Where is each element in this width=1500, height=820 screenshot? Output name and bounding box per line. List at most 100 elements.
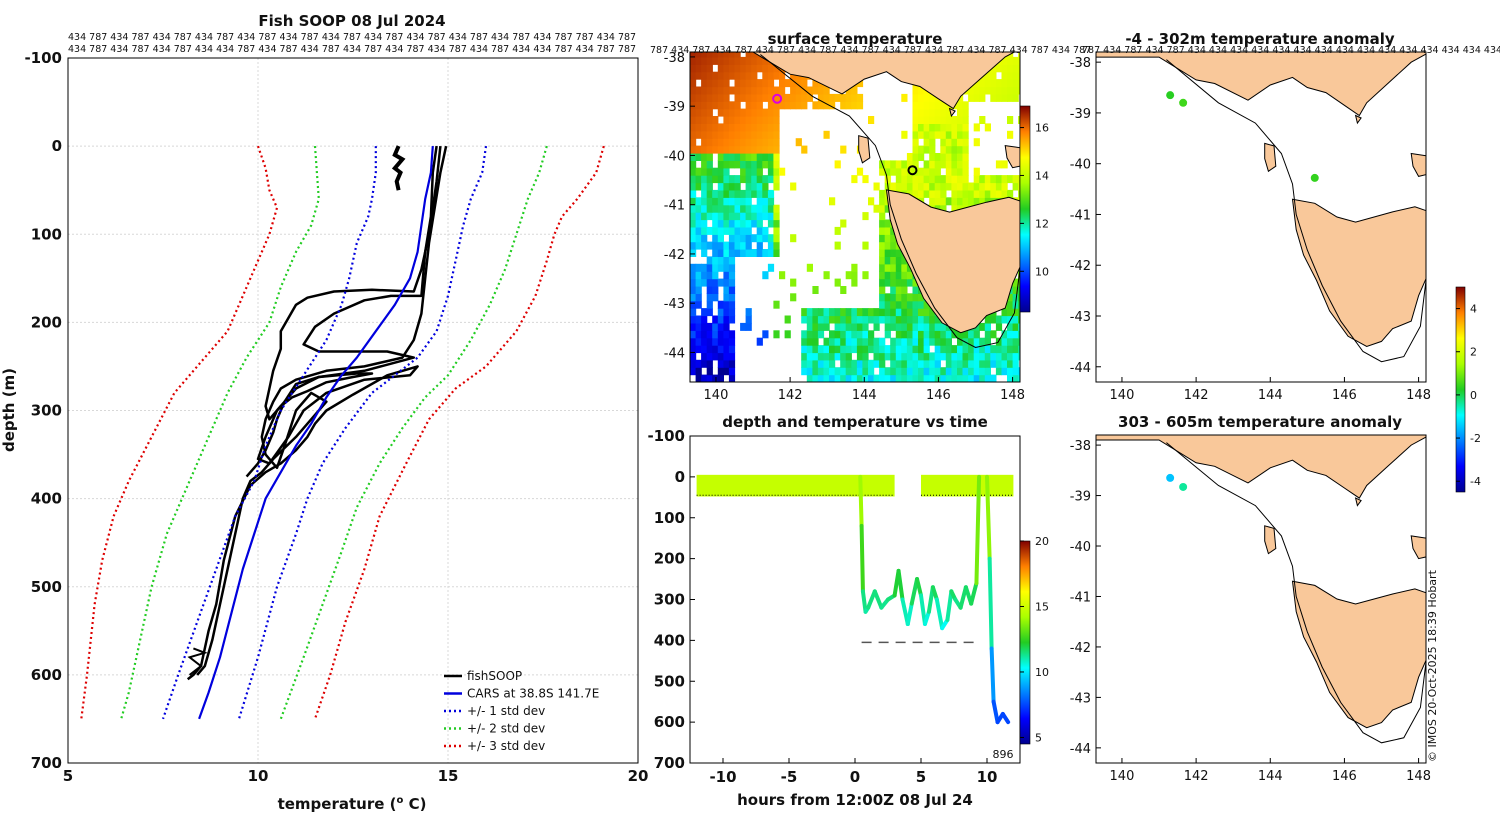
sst-cell — [701, 130, 708, 139]
sst-cell — [934, 108, 941, 117]
sst-cell — [845, 308, 852, 317]
a1-points — [1166, 91, 1319, 182]
sst-cell — [706, 308, 713, 317]
sst-cell — [918, 130, 925, 139]
sst-cell — [856, 352, 864, 361]
sst-cell — [934, 352, 941, 361]
sst-cell — [717, 352, 724, 361]
sst-cell — [1018, 79, 1020, 88]
sst-cell — [695, 271, 702, 280]
sst-cb-tick-label: 12 — [1035, 217, 1049, 230]
sst-cell — [879, 278, 886, 287]
ts-y-tick-label: 600 — [654, 713, 685, 731]
sst-cell — [929, 367, 936, 376]
sst-cell — [773, 167, 780, 176]
sst-cell — [906, 345, 914, 354]
sst-id-row: 787 434 787 434 787 434 787 434 787 434 … — [650, 45, 1091, 56]
sst-cell — [806, 93, 813, 102]
sst-cell — [901, 182, 908, 191]
sst-cell — [801, 93, 808, 102]
sst-cell — [912, 278, 919, 287]
sst-cell — [929, 189, 936, 198]
sst-cell — [895, 308, 902, 317]
sst-cell — [1018, 315, 1020, 324]
sst-cell — [728, 345, 736, 354]
ts-trace-segment — [915, 577, 923, 598]
sst-cell — [734, 153, 741, 161]
a1-land — [1096, 52, 1426, 363]
sst-cell — [773, 219, 780, 228]
sst-cell — [973, 138, 980, 147]
sst-cell — [951, 167, 958, 176]
sst-cell — [723, 322, 730, 331]
sst-cell — [723, 263, 730, 272]
sst-cell — [918, 315, 925, 324]
sst-cell — [695, 300, 702, 309]
mainland — [690, 52, 1016, 110]
ts-trace-segment — [872, 589, 884, 610]
sst-cell — [779, 271, 786, 280]
sst-cell — [951, 153, 958, 161]
sst-cell — [957, 108, 964, 117]
sst-cell — [890, 322, 897, 331]
sst-cell — [901, 352, 908, 361]
sst-cell — [767, 153, 775, 161]
sst-cell — [712, 352, 719, 361]
sst-cell — [701, 175, 708, 184]
sst-cell — [906, 293, 914, 302]
sst-cell — [945, 337, 952, 346]
sst-cell — [923, 101, 930, 110]
sst-cell — [706, 167, 713, 176]
sst-cell — [728, 101, 736, 110]
sst-cell — [795, 101, 802, 110]
sst-cell — [712, 226, 719, 235]
sst-cell — [801, 337, 808, 346]
sst-cell — [951, 175, 958, 184]
sst-cell — [817, 367, 825, 376]
map-x-tick-label: 148 — [1406, 388, 1431, 403]
sst-cell — [829, 337, 836, 346]
sst-cell — [740, 212, 747, 221]
sst-cell — [929, 175, 936, 184]
sst-cell — [767, 123, 775, 132]
sst-cell — [895, 315, 902, 324]
sst-cell — [740, 130, 747, 139]
sst-cell — [712, 293, 719, 302]
sst-cell — [728, 352, 736, 361]
sst-cell — [845, 337, 852, 346]
sst-cell — [962, 359, 969, 368]
sst-cell — [817, 374, 825, 382]
sst-cell — [695, 286, 702, 294]
sst-colorbar — [1019, 105, 1031, 313]
sst-cell — [945, 153, 952, 161]
sst-cell — [701, 271, 708, 280]
sst-cell — [957, 352, 964, 361]
sst-cell — [1012, 64, 1019, 73]
sst-cell — [834, 308, 841, 317]
sst-cell — [879, 367, 886, 376]
sst-cell — [801, 145, 808, 154]
sst-cell — [706, 278, 713, 287]
sst-cell — [695, 293, 702, 302]
sst-cell — [834, 241, 841, 250]
sst-cell — [712, 101, 719, 110]
fishsoop-profile-line — [196, 145, 448, 676]
sst-cell — [740, 167, 747, 176]
sst-cell — [706, 286, 713, 294]
sst-cell — [884, 374, 891, 382]
sst-cell — [717, 300, 724, 309]
sst-cell — [940, 145, 947, 154]
sst-cell — [717, 212, 724, 221]
sst-cell — [851, 278, 858, 287]
sst-cell — [690, 182, 697, 191]
sst-cell — [968, 182, 975, 191]
sst-cell — [840, 308, 847, 317]
sst-cell — [957, 189, 964, 198]
ts-trace-segment — [1000, 711, 1011, 725]
sst-cell — [790, 278, 797, 287]
profile-y-tick-label: 500 — [31, 578, 62, 596]
sst-cell — [890, 182, 897, 191]
sst-cell — [823, 130, 830, 139]
sst-cell — [762, 182, 769, 191]
sst-cell — [723, 308, 730, 317]
